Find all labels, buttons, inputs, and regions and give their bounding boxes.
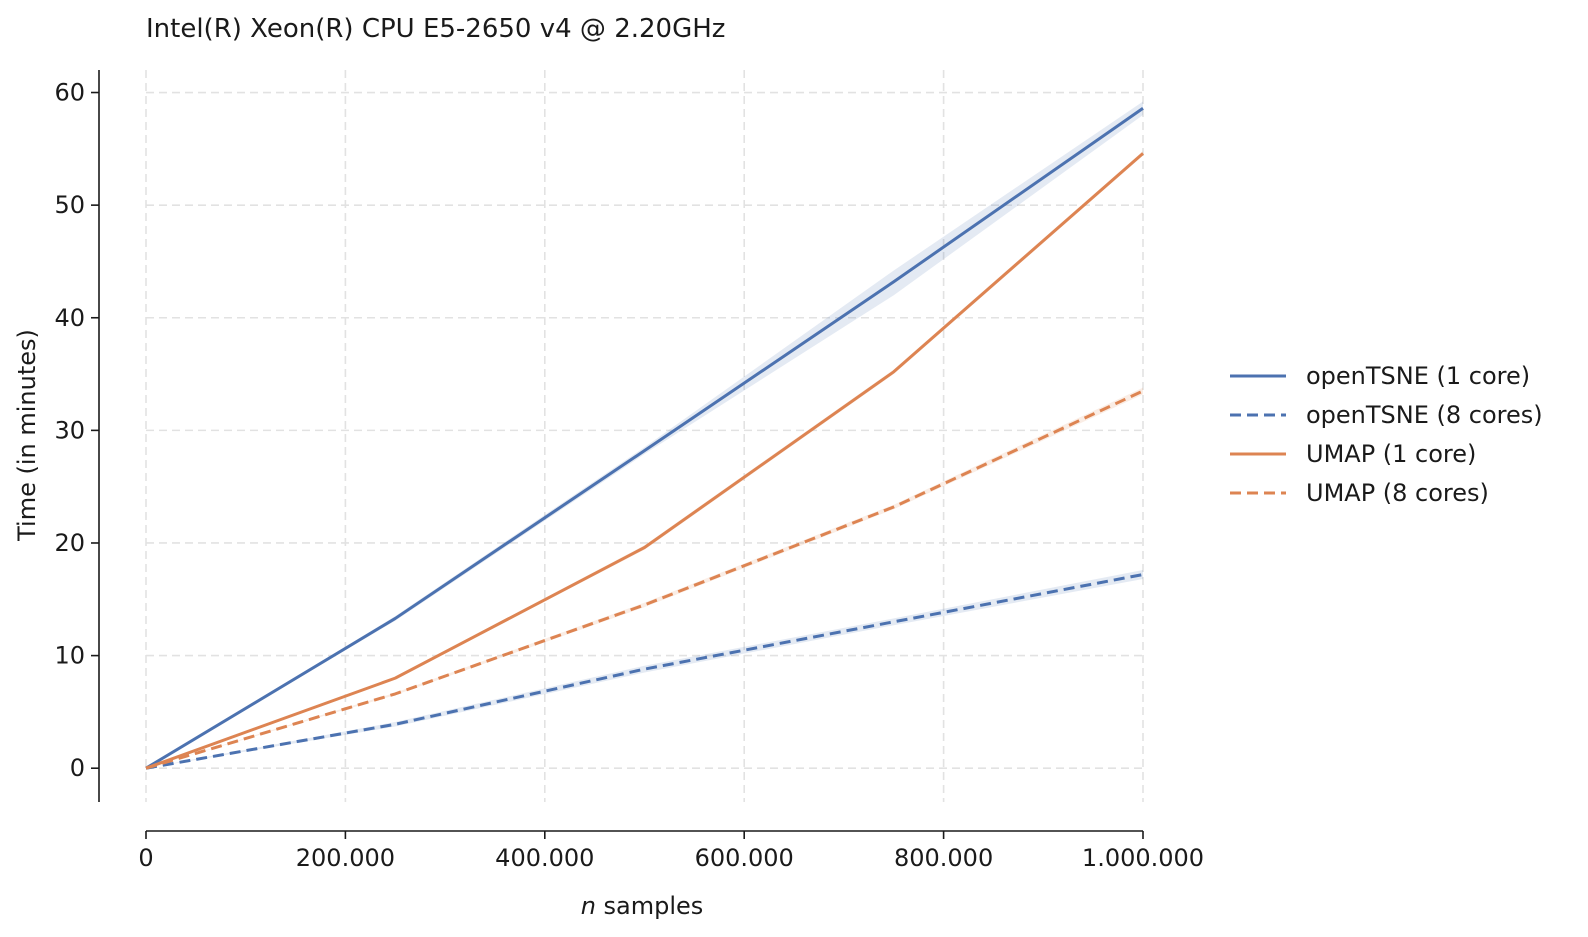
series-line-2 xyxy=(145,152,1144,770)
y-tick-label: 30 xyxy=(54,416,85,444)
grid xyxy=(145,70,1144,802)
confidence-band-1 xyxy=(146,570,1143,769)
axes: 0 10 20 30 40 50 60 0 200.000 400.000 600.000 800.0… xyxy=(54,70,1204,872)
x-tick-label: 200.000 xyxy=(296,844,395,872)
confidence-bands xyxy=(146,101,1143,769)
series-line-0 xyxy=(145,107,1144,770)
legend-label-1: openTSNE (8 cores) xyxy=(1306,401,1543,429)
legend-label-2: UMAP (1 core) xyxy=(1306,440,1476,468)
legend-label-0: openTSNE (1 core) xyxy=(1306,362,1530,390)
series-lines xyxy=(145,107,1144,770)
y-tick-label: 50 xyxy=(54,191,85,219)
y-tick-label: 40 xyxy=(54,304,85,332)
x-tick-label: 400.000 xyxy=(495,844,594,872)
chart-title: Intel(R) Xeon(R) CPU E5-2650 v4 @ 2.20GH… xyxy=(146,14,725,44)
x-tick-label: 1.000.000 xyxy=(1082,844,1204,872)
series-line-3 xyxy=(145,389,1144,770)
x-axis-label: n samples xyxy=(581,892,704,920)
legend-label-3: UMAP (8 cores) xyxy=(1306,479,1489,507)
y-tick-label: 20 xyxy=(54,529,85,557)
x-tick-label: 0 xyxy=(138,844,153,872)
y-axis-label: Time (in minutes) xyxy=(13,329,41,542)
x-tick-label: 600.000 xyxy=(695,844,794,872)
y-tick-label: 60 xyxy=(54,79,85,107)
x-tick-label: 800.000 xyxy=(894,844,993,872)
confidence-band-3 xyxy=(146,387,1143,769)
y-tick-label: 0 xyxy=(70,754,85,782)
y-tick-label: 10 xyxy=(54,642,85,670)
legend: openTSNE (1 core) openTSNE (8 cores) UMAP … xyxy=(1230,362,1543,507)
